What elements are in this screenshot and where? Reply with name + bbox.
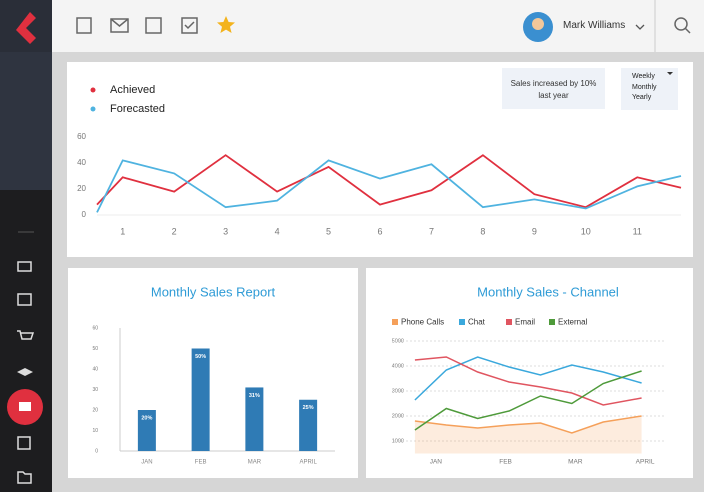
x-tick-label: 7 [429,226,434,236]
bar [191,348,210,451]
period-options: Weekly Monthly Yearly [632,72,657,104]
y-tick-label: 1000 [392,438,404,444]
x-tick-label: 9 [532,226,537,236]
x-tick-label: MAR [248,460,262,466]
x-tick-label: 2 [172,226,177,236]
bar-label: 25% [303,405,314,411]
chart-title: Monthly Sales - Channel [477,284,619,299]
bar-label: 20% [141,415,152,421]
dashboard-icon[interactable] [17,261,32,272]
y-tick-label: 50 [92,346,98,352]
legend-label: Chat [468,318,486,327]
mail-icon [19,402,31,411]
user-name[interactable]: Mark Williams [563,20,626,31]
y-tick-label: 30 [92,387,98,393]
bar-label: 31% [249,393,260,399]
legend-marker [90,87,96,93]
chart-title: Monthly Sales Report [151,284,276,299]
legend-label: Forecasted [110,103,165,115]
check-icon[interactable] [181,17,198,34]
y-tick-label: 20 [92,407,98,413]
bar-label: 50% [195,354,206,360]
search-icon[interactable] [674,17,688,31]
mail-icon[interactable] [110,18,129,33]
annotation-box [502,68,605,109]
legend-label: Email [515,318,535,327]
x-tick-label: JAN [141,460,152,466]
x-tick-label: FEB [195,460,207,466]
star-icon[interactable] [217,16,235,33]
x-tick-label: 8 [480,226,485,236]
legend-marker [90,106,96,112]
bar [245,387,264,451]
tasks-icon[interactable] [17,436,31,450]
x-tick-label: 11 [633,226,642,236]
x-tick-label: MAR [568,459,583,466]
period-dropdown[interactable] [621,68,678,110]
panel [366,268,693,478]
y-tick-label: 5000 [392,338,404,344]
x-tick-label: FEB [499,459,512,466]
dropdown-caret [667,72,673,75]
legend-marker [506,319,512,325]
folder-icon[interactable] [17,471,32,484]
cart-icon[interactable] [17,330,35,340]
y-tick-label: 0 [95,448,98,454]
y-tick-label: 10 [92,428,98,434]
line [96,154,682,209]
x-tick-label: 3 [223,226,228,236]
calendar-icon[interactable] [76,17,92,34]
legend-label: Phone Calls [401,318,444,327]
legend-marker [459,319,465,325]
y-tick-label: 20 [77,184,86,193]
y-tick-label: 40 [92,366,98,372]
legend-marker [392,319,398,325]
legend-label: Achieved [110,84,155,96]
x-tick-label: 1 [120,226,125,236]
line [414,356,642,406]
user-menu-caret[interactable] [635,24,645,30]
x-tick-label: APRIL [636,459,655,466]
line [414,370,642,431]
search-icon-handle [684,27,691,34]
bar [137,410,156,451]
calendar-icon[interactable] [17,293,32,306]
bar [299,399,318,451]
y-tick-label: 40 [77,158,86,167]
x-tick-label: 6 [377,226,382,236]
y-tick-label: 2000 [392,413,404,419]
y-tick-label: 3000 [392,388,404,394]
check-mark [184,21,195,30]
period-option[interactable]: Weekly [632,73,655,80]
mail-icon-flap [110,18,129,27]
period-option[interactable]: Monthly [632,83,657,91]
y-tick-label: 0 [82,210,87,219]
line [414,415,642,434]
x-tick-label: 10 [581,226,591,236]
contact-icon[interactable] [145,17,162,34]
legend-marker [549,319,555,325]
line [96,159,682,213]
y-tick-label: 4000 [392,363,404,369]
annotation: Sales increased by 10% last year [510,79,597,100]
line [414,356,642,401]
education-icon[interactable] [17,368,33,376]
legend-label: External [558,318,588,327]
avatar-face [532,18,544,30]
logo [16,12,36,44]
y-tick-label: 60 [92,325,98,331]
x-tick-label: 4 [275,226,280,236]
x-tick-label: APRIL [299,460,317,466]
x-tick-label: JAN [430,459,443,466]
x-tick-label: 5 [326,226,331,236]
period-option[interactable]: Yearly [632,94,652,101]
y-tick-label: 60 [77,132,86,141]
area [414,416,642,454]
